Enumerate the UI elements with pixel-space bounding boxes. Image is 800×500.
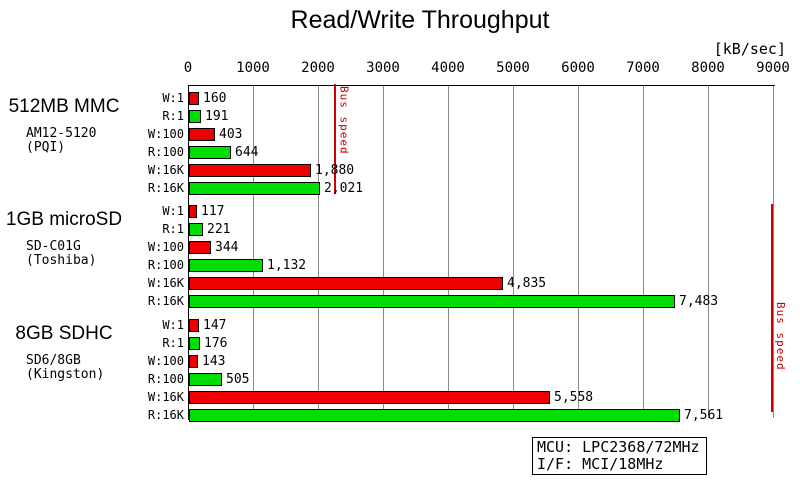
row-label: W:16K [147, 390, 184, 404]
group-maker-label: (PQI) [26, 140, 66, 155]
row-label: R:100 [147, 145, 184, 159]
bar-value: 117 [201, 204, 225, 219]
read-bar [189, 223, 203, 236]
read-bar [189, 146, 231, 159]
write-bar [189, 241, 211, 254]
bus-speed-label: Bus speed [774, 302, 788, 371]
gridline [318, 86, 319, 418]
row-label: W:1 [162, 204, 184, 218]
gridline [253, 86, 254, 418]
gridline [773, 86, 774, 418]
x-tick-label: 9000 [756, 60, 790, 76]
write-bar [189, 355, 198, 368]
write-bar [189, 92, 199, 105]
bar-value: 644 [235, 145, 259, 160]
gridline [708, 86, 709, 418]
read-bar [189, 409, 680, 422]
group-name: 512MB MMC [8, 96, 120, 117]
bar-value: 5,558 [554, 390, 594, 405]
bar-value: 176 [204, 336, 228, 351]
write-bar [189, 164, 311, 177]
row-label: R:16K [147, 181, 184, 195]
x-tick-label: 6000 [561, 60, 595, 76]
row-label: W:16K [147, 276, 184, 290]
group-maker-label: (Kingston) [26, 367, 105, 382]
read-bar [189, 337, 200, 350]
write-bar [189, 391, 550, 404]
x-tick-label: 3000 [366, 60, 400, 76]
row-label: R:1 [162, 336, 184, 350]
row-label: R:100 [147, 372, 184, 386]
bar-value: 2,021 [324, 181, 364, 196]
axis-unit-label: [kB/sec] [713, 40, 786, 58]
read-bar [189, 110, 201, 123]
read-bar [189, 182, 320, 195]
bus-speed-label: Bus speed [337, 86, 351, 155]
row-label: R:1 [162, 109, 184, 123]
bus-speed-line [771, 204, 774, 412]
group-model-label: SD6/8GB [26, 353, 81, 368]
gridline [513, 86, 514, 418]
row-label: R:16K [147, 294, 184, 308]
bar-value: 505 [226, 372, 250, 387]
row-label: W:1 [162, 318, 184, 332]
x-tick-label: 1000 [236, 60, 270, 76]
row-label: R:16K [147, 408, 184, 422]
gridline [578, 86, 579, 418]
bar-value: 1,132 [267, 258, 307, 273]
bar-value: 191 [205, 109, 229, 124]
mcu-info: MCU: LPC2368/72MHz [537, 438, 700, 456]
x-tick-label: 8000 [691, 60, 725, 76]
row-label: W:100 [147, 240, 184, 254]
bar-value: 7,483 [679, 294, 719, 309]
chart-title: Read/Write Throughput [290, 6, 550, 34]
write-bar [189, 319, 199, 332]
gridline [448, 86, 449, 418]
write-bar [189, 205, 197, 218]
bar-value: 143 [202, 354, 226, 369]
read-bar [189, 373, 222, 386]
bar-value: 160 [203, 91, 227, 106]
bar-value: 1,880 [315, 163, 355, 178]
x-tick-label: 4000 [431, 60, 465, 76]
group-name: 1GB microSD [5, 209, 123, 230]
interface-info: I/F: MCI/18MHz [537, 455, 664, 473]
y-axis-line [188, 85, 189, 420]
row-label: R:1 [162, 222, 184, 236]
read-bar [189, 259, 263, 272]
bar-value: 7,561 [684, 408, 724, 423]
gridline [383, 86, 384, 418]
hardware-info-box: MCU: LPC2368/72MHz I/F: MCI/18MHz [532, 437, 707, 475]
write-bar [189, 277, 503, 290]
x-tick-label: 0 [183, 60, 193, 76]
row-label: W:1 [162, 91, 184, 105]
bar-value: 344 [215, 240, 239, 255]
bus-speed-line [334, 84, 337, 194]
row-label: R:100 [147, 258, 184, 272]
row-label: W:100 [147, 354, 184, 368]
x-tick-label: 7000 [626, 60, 660, 76]
row-label: W:100 [147, 127, 184, 141]
bar-value: 4,835 [507, 276, 547, 291]
group-name: 8GB SDHC [15, 323, 113, 344]
write-bar [189, 128, 215, 141]
bar-value: 221 [207, 222, 231, 237]
x-tick-label: 5000 [496, 60, 530, 76]
bar-value: 147 [203, 318, 227, 333]
group-maker-label: (Toshiba) [26, 253, 97, 268]
x-tick-label: 2000 [301, 60, 335, 76]
gridline [643, 86, 644, 418]
group-model-label: AM12-5120 [26, 126, 97, 141]
read-bar [189, 295, 675, 308]
group-model-label: SD-C01G [26, 239, 81, 254]
bar-value: 403 [219, 127, 243, 142]
row-label: W:16K [147, 163, 184, 177]
plot-top-border [188, 85, 775, 86]
